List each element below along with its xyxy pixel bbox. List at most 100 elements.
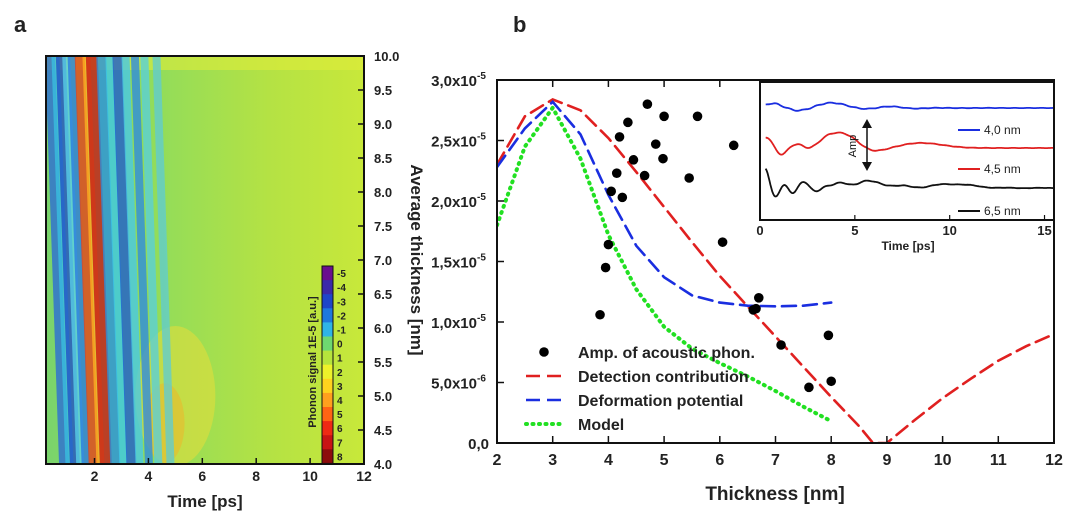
- thickness-plot: 2 3 4 5 6 7 8 9 10 11 12 0,05,0x10 -61,0x10 -51,5x10…: [431, 71, 1063, 505]
- heatmap-y-tick-label: 5.5: [374, 355, 392, 370]
- data-point: [728, 140, 739, 151]
- heatmap-x-tick-label: 12: [356, 468, 372, 484]
- y-tick-label: 0,0: [468, 436, 489, 453]
- data-point: [659, 111, 669, 122]
- y-tick-exponent: -5: [477, 253, 486, 264]
- colorbar-tick-label: 6: [337, 424, 343, 435]
- colorbar-swatch: [322, 378, 333, 394]
- data-point: [639, 170, 650, 181]
- colorbar-tick-label: 0: [337, 340, 343, 351]
- heatmap-stripe: [96, 56, 121, 464]
- inset-trace: [765, 101, 1054, 112]
- heatmap-y-tick-label: 8.5: [374, 151, 392, 166]
- inset-legend-label: 4,5 nm: [984, 162, 1021, 176]
- heatmap-stripe: [140, 56, 163, 464]
- series-line-detection-contribution: [497, 97, 1054, 443]
- inset-frame: [759, 81, 1055, 221]
- colorbar-swatch: [322, 336, 333, 352]
- colorbar-tick-label: 1: [337, 354, 343, 365]
- data-point: [642, 99, 653, 109]
- heatmap-y-ticks: 4.0 4.5 5.0 5.5 6.0 6.5 7.0 7.5 8.0 8.5 9.0 9.5 10.0: [358, 49, 399, 472]
- inset-x-tick-label: 5: [851, 223, 858, 238]
- heatmap-y-tick-label: 6.0: [374, 321, 392, 336]
- heatmap-y-tick-label: 5.0: [374, 389, 392, 404]
- colorbar-swatch: [322, 350, 333, 366]
- data-point: [614, 132, 625, 142]
- inset-legend-label: 4,0 nm: [984, 123, 1021, 137]
- heatmap-stripe: [85, 56, 112, 464]
- inset-background: [760, 82, 1054, 220]
- data-point: [692, 111, 703, 122]
- panel-label-b: b: [513, 12, 526, 37]
- heatmap-y-tick-label: 8.0: [374, 185, 392, 200]
- heatmap-y-label: Average thickness [nm]: [407, 164, 426, 355]
- colorbar-tick-label: 3: [337, 382, 343, 393]
- colorbar-swatch: [322, 392, 333, 408]
- heatmap-y-tick-label: 10.0: [374, 49, 399, 64]
- colorbar-swatch: [322, 280, 333, 295]
- data-point: [804, 382, 814, 393]
- heatmap-y-tick-label: 4.5: [374, 423, 392, 438]
- heatmap-x-tick-label: 4: [145, 468, 153, 484]
- inset-x-label: Time [ps]: [881, 239, 934, 253]
- colorbar-swatch: [322, 322, 333, 337]
- colorbar-tick-label: -3: [337, 297, 346, 308]
- x-tick-label: 8: [827, 452, 836, 469]
- x-tick-label: 6: [715, 452, 724, 469]
- data-point: [595, 309, 605, 320]
- colorbar-tick-label: -5: [337, 269, 346, 280]
- x-tick-label: 11: [990, 452, 1007, 469]
- colorbar-swatch: [322, 364, 333, 380]
- heatmap-stripe: [130, 56, 153, 464]
- heatmap-x-tick-label: 8: [252, 468, 260, 484]
- colorbar-label: Phonon signal 1E-5 [a.u.]: [307, 296, 319, 428]
- inset-legend: 4,0 nm 4,5 nm 6,5 nm: [958, 123, 1021, 218]
- x-tick-label: 3: [548, 452, 557, 469]
- x-tick-label: 4: [604, 452, 613, 469]
- legend-label: Amp. of acoustic phon.: [578, 345, 755, 362]
- y-tick-label: 2,5x10: [431, 134, 477, 151]
- x-tick-label: 9: [882, 452, 891, 469]
- heatmap-x-tick-label: 6: [198, 468, 206, 484]
- inset-x-tick-label: 15: [1037, 223, 1051, 238]
- colorbar-tick-label: -4: [337, 283, 346, 294]
- inset-x-tick-label: 10: [942, 223, 956, 238]
- heatmap-stripe: [112, 56, 137, 464]
- heatmap-image: [46, 56, 364, 464]
- x-tick-label: 12: [1045, 452, 1063, 469]
- y-tick-label: 3,0x10: [431, 73, 477, 90]
- colorbar-tick-label: 5: [337, 410, 343, 421]
- data-point: [684, 173, 694, 183]
- y-tick-exponent: -5: [477, 192, 486, 203]
- heatmap-x-ticks: 2 4 6 8 10 12: [91, 458, 372, 484]
- series-line-model: [497, 104, 834, 424]
- data-point: [658, 153, 668, 164]
- heatmap-stripe: [105, 56, 128, 464]
- legend-marker: [539, 347, 549, 357]
- y-tick-exponent: -5: [477, 71, 486, 82]
- heatmap-x-tick-label: 2: [91, 468, 99, 484]
- thickness-x-ticks: 2 3 4 5 6 7 8 9 10 11 12: [493, 80, 1063, 469]
- inset-x-ticks: 0 5 10 15: [756, 215, 1052, 238]
- heatmap-y-tick-label: 6.5: [374, 287, 392, 302]
- data-point: [603, 239, 614, 250]
- y-tick-exponent: -5: [477, 313, 486, 324]
- data-point: [753, 293, 764, 303]
- data-point: [628, 155, 639, 165]
- data-point: [600, 262, 611, 273]
- data-point: [623, 117, 633, 128]
- x-tick-label: 7: [771, 452, 780, 469]
- heatmap-y-tick-label: 7.5: [374, 219, 392, 234]
- colorbar-tick-label: 7: [337, 438, 343, 449]
- amp-annotation: Amp: [847, 135, 859, 158]
- y-tick-exponent: -6: [477, 374, 486, 385]
- heatmap-x-tick-label: 10: [302, 468, 318, 484]
- y-tick-label: 1,5x10: [431, 255, 477, 272]
- legend-label: Detection contribution: [578, 369, 749, 386]
- inset-legend-label: 6,5 nm: [984, 204, 1021, 218]
- inset-plot: 0 5 10 15 Time [ps] 4,0 nm 4,5 nm 6,5 nm Amp: [756, 81, 1055, 253]
- y-tick-label: 2,0x10: [431, 194, 477, 211]
- colorbar-swatch: [322, 421, 333, 436]
- inset-trace: [765, 131, 1054, 156]
- colorbar: -5 -4 -3 -2 -1 0 1 2 3 4 5 6 7 8: [321, 265, 346, 464]
